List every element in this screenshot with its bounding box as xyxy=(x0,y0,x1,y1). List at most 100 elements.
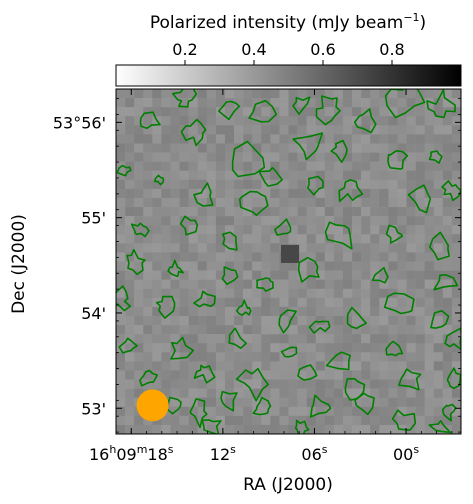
intensity-pixel xyxy=(442,361,453,371)
intensity-pixel xyxy=(161,225,171,235)
intensity-pixel xyxy=(224,98,235,108)
contour-line xyxy=(294,419,310,434)
intensity-pixel xyxy=(451,98,461,108)
intensity-pixel xyxy=(188,207,199,217)
intensity-pixel xyxy=(234,179,244,190)
intensity-pixel xyxy=(397,406,407,417)
intensity-pixel xyxy=(125,188,135,199)
intensity-pixel xyxy=(342,152,353,162)
polarization-contours xyxy=(116,89,461,434)
intensity-pixel xyxy=(415,234,425,244)
intensity-pixel xyxy=(406,134,416,144)
intensity-pixel xyxy=(324,325,335,335)
intensity-pixel xyxy=(433,197,444,208)
intensity-pixel xyxy=(215,343,226,353)
intensity-pixel xyxy=(161,297,171,308)
intensity-pixel xyxy=(333,261,344,271)
intensity-pixel xyxy=(451,234,461,244)
intensity-pixel xyxy=(297,161,307,172)
intensity-pixel xyxy=(188,315,199,326)
intensity-pixel xyxy=(324,388,335,398)
intensity-pixel xyxy=(297,315,307,326)
intensity-pixel xyxy=(333,388,344,398)
intensity-pixel xyxy=(125,388,135,398)
intensity-pixel xyxy=(197,261,208,271)
intensity-pixel xyxy=(352,107,362,117)
intensity-pixel xyxy=(252,243,262,253)
intensity-pixel xyxy=(170,370,180,380)
intensity-pixel xyxy=(125,315,135,326)
contour-line xyxy=(167,259,184,278)
intensity-pixel xyxy=(288,361,298,371)
intensity-pixel xyxy=(215,261,226,271)
intensity-pixel xyxy=(288,161,298,172)
intensity-pixel xyxy=(116,234,126,244)
intensity-pixel xyxy=(406,243,416,253)
intensity-pixel xyxy=(406,334,416,344)
intensity-pixel xyxy=(125,397,135,408)
intensity-pixel xyxy=(234,379,244,389)
intensity-pixel xyxy=(161,279,171,290)
intensity-pixel xyxy=(379,352,389,362)
intensity-pixel xyxy=(206,261,217,271)
intensity-pixel xyxy=(306,270,317,280)
intensity-pixel xyxy=(433,415,444,426)
intensity-pixel xyxy=(243,179,253,190)
intensity-pixel xyxy=(352,279,362,290)
intensity-pixel xyxy=(270,98,280,108)
intensity-pixel xyxy=(161,252,171,262)
intensity-pixel xyxy=(243,243,253,253)
contour-line xyxy=(385,224,404,244)
intensity-pixel xyxy=(297,424,307,434)
intensity-pixel xyxy=(333,243,344,253)
intensity-pixel xyxy=(306,261,317,271)
intensity-pixel xyxy=(324,288,335,299)
contour-line xyxy=(258,166,283,187)
intensity-pixel xyxy=(306,343,317,353)
intensity-pixel xyxy=(270,352,280,362)
intensity-pixel xyxy=(433,315,444,326)
intensity-pixel xyxy=(288,125,298,135)
intensity-pixel xyxy=(442,225,453,235)
intensity-pixel xyxy=(442,406,453,417)
x-axis-label: RA (J2000) xyxy=(243,475,333,495)
intensity-pixel xyxy=(243,406,253,417)
intensity-pixel xyxy=(352,334,362,344)
intensity-pixel xyxy=(161,370,171,380)
intensity-pixel xyxy=(234,343,244,353)
intensity-pixel xyxy=(243,306,253,317)
intensity-pixel xyxy=(433,216,444,226)
intensity-pixel xyxy=(243,415,253,426)
intensity-pixel xyxy=(206,315,217,326)
intensity-pixel xyxy=(433,279,444,290)
intensity-pixel xyxy=(315,334,326,344)
intensity-pixel xyxy=(270,216,280,226)
intensity-pixel xyxy=(243,98,253,108)
intensity-pixel xyxy=(451,252,461,262)
intensity-pixel xyxy=(134,134,144,144)
contour-line xyxy=(428,150,443,164)
intensity-pixel xyxy=(243,116,253,126)
contour-line xyxy=(193,364,216,384)
intensity-pixel xyxy=(442,288,453,299)
intensity-pixel xyxy=(152,334,162,344)
intensity-pixel xyxy=(215,279,226,290)
intensity-pixel xyxy=(261,261,271,271)
intensity-pixel xyxy=(143,216,153,226)
intensity-pixel xyxy=(451,297,461,308)
intensity-pixel xyxy=(170,315,180,326)
intensity-pixel xyxy=(243,152,253,162)
intensity-pixel xyxy=(125,143,135,153)
intensity-pixel xyxy=(424,325,435,335)
intensity-pixel xyxy=(116,415,126,426)
intensity-pixel xyxy=(134,216,144,226)
intensity-pixel xyxy=(352,361,362,371)
intensity-pixel xyxy=(224,306,235,317)
intensity-pixel xyxy=(134,89,144,99)
intensity-pixel xyxy=(333,125,344,135)
intensity-pixel xyxy=(270,415,280,426)
intensity-pixel xyxy=(306,252,317,262)
intensity-pixel xyxy=(352,325,362,335)
intensity-pixel xyxy=(270,270,280,280)
intensity-pixel xyxy=(370,197,380,208)
